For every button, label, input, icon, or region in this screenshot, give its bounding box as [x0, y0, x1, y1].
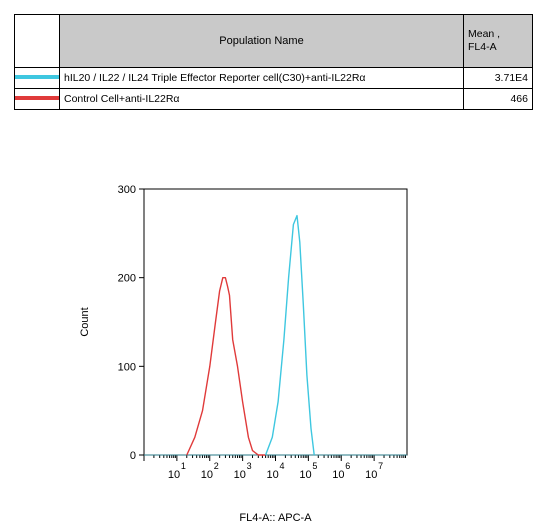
- x-tick-label: 10: [168, 469, 180, 481]
- legend-header-mean-line1: Mean ,: [468, 28, 501, 40]
- legend-row-name: hIL20 / IL22 / IL24 Triple Effector Repo…: [59, 67, 464, 89]
- x-tick-exponent: 5: [312, 461, 317, 471]
- x-tick-exponent: 3: [247, 461, 252, 471]
- y-tick-label: 0: [130, 450, 136, 462]
- x-tick-label: 10: [332, 469, 344, 481]
- histogram-chart: 0100200300101102103104105106107CountFL4-…: [79, 184, 408, 524]
- x-tick-label: 10: [234, 469, 246, 481]
- legend-header-row: Population Name Mean , FL4-A: [14, 14, 533, 68]
- legend-header-mean: Mean , FL4-A: [463, 14, 533, 68]
- legend-row: hIL20 / IL22 / IL24 Triple Effector Repo…: [14, 67, 533, 89]
- series-line-sample: [264, 214, 315, 456]
- legend-swatch-control: [14, 88, 60, 110]
- x-tick-exponent: 6: [345, 461, 350, 471]
- legend-row-mean: 3.71E4: [463, 67, 533, 89]
- y-tick-label: 100: [118, 361, 136, 373]
- legend-swatch-sample: [14, 67, 60, 89]
- x-tick-exponent: 4: [280, 461, 285, 471]
- legend-header-name: Population Name: [59, 14, 464, 68]
- y-tick-label: 300: [118, 184, 136, 196]
- legend-header-swatch-cell: [14, 14, 60, 68]
- x-tick-label: 10: [201, 469, 213, 481]
- legend-header-mean-line2: FL4-A: [468, 41, 497, 53]
- x-tick-label: 10: [267, 469, 279, 481]
- x-tick-exponent: 1: [181, 461, 186, 471]
- population-legend-table: Population Name Mean , FL4-A hIL20 / IL2…: [14, 14, 533, 110]
- legend-row-name: Control Cell+anti-IL22Rα: [59, 88, 464, 110]
- x-tick-label: 10: [365, 469, 377, 481]
- x-axis-label: FL4-A:: APC-A: [239, 512, 312, 524]
- x-tick-exponent: 2: [214, 461, 219, 471]
- series-line-control: [186, 276, 266, 456]
- legend-row: Control Cell+anti-IL22Rα 466: [14, 88, 533, 110]
- x-tick-label: 10: [299, 469, 311, 481]
- legend-row-mean: 466: [463, 88, 533, 110]
- y-axis-label: Count: [79, 307, 91, 336]
- x-tick-exponent: 7: [378, 461, 383, 471]
- y-tick-label: 200: [118, 273, 136, 285]
